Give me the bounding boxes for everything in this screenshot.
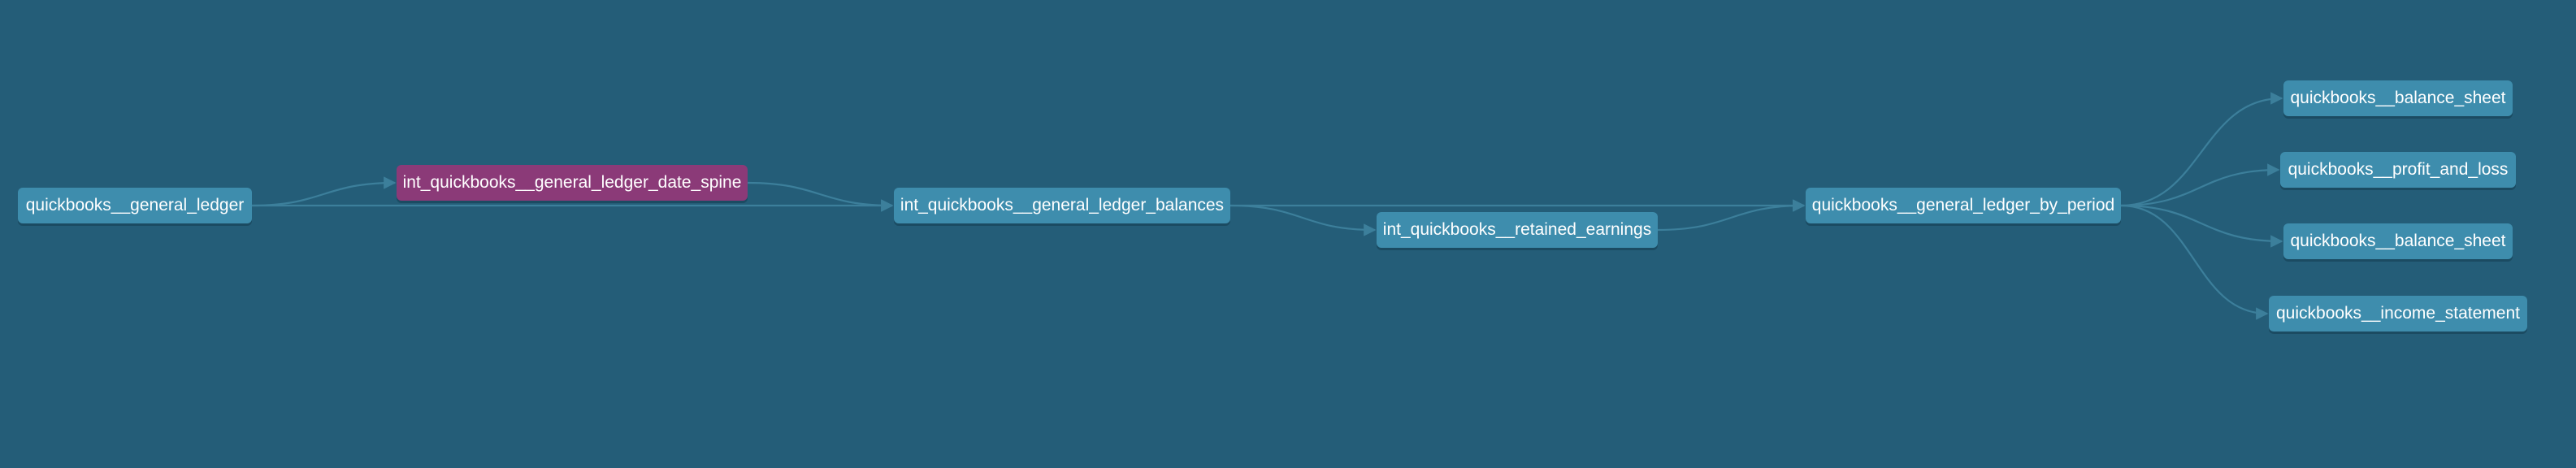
node-int-quickbooks-general-ledger-balances[interactable]: int_quickbooks__general_ledger_balances xyxy=(894,188,1230,223)
edge-gl_balances-to-retained_earnings xyxy=(1229,204,1377,236)
node-int-quickbooks-retained-earnings[interactable]: int_quickbooks__retained_earnings xyxy=(1377,212,1658,248)
edge-gl_by_period-to-balance_sheet_1 xyxy=(2120,92,2283,207)
node-quickbooks-income-statement[interactable]: quickbooks__income_statement xyxy=(2269,296,2527,332)
edge-date_spine-to-gl_balances xyxy=(747,181,894,212)
node-quickbooks-balance-sheet[interactable]: quickbooks__balance_sheet xyxy=(2283,80,2513,116)
node-quickbooks-general-ledger-by-period[interactable]: quickbooks__general_ledger_by_period xyxy=(1806,188,2121,223)
edge-gl_by_period-to-profit_and_loss xyxy=(2120,163,2280,207)
node-quickbooks-balance-sheet-2[interactable]: quickbooks__balance_sheet xyxy=(2283,223,2513,259)
edge-gl_by_period-to-income_statement xyxy=(2120,204,2269,320)
edge-retained_earnings-to-gl_by_period xyxy=(1657,199,1806,232)
node-quickbooks-profit-and-loss[interactable]: quickbooks__profit_and_loss xyxy=(2280,152,2516,188)
edge-gl_by_period-to-balance_sheet_2 xyxy=(2120,204,2283,248)
node-int-quickbooks-general-ledger-date-spine[interactable]: int_quickbooks__general_ledger_date_spin… xyxy=(397,165,748,201)
edge-general_ledger-to-date_spine xyxy=(251,176,397,207)
node-quickbooks-general-ledger[interactable]: quickbooks__general_ledger xyxy=(18,188,252,223)
